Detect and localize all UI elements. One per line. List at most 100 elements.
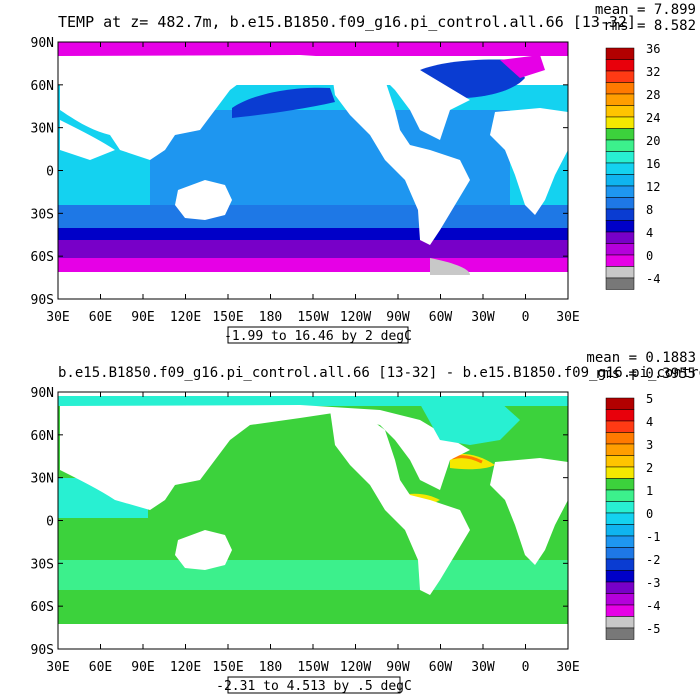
colorbar-swatch (605, 231, 635, 244)
colorbar-label: 12 (646, 180, 660, 194)
panel-bottom: b.e15.B1850.f09_g16.pi_control.all.66 [1… (31, 350, 700, 694)
panel-top-title: TEMP at z= 482.7m, b.e15.B1850.f09_g16.p… (58, 13, 636, 31)
panel-top-range-box (227, 326, 409, 344)
colorbar-swatch (605, 82, 635, 95)
colorbar-label: 8 (646, 203, 653, 217)
x-tick-label: 30E (46, 660, 69, 675)
x-tick-label: 150W (297, 310, 328, 325)
y-tick-label: 60S (31, 250, 54, 265)
x-tick-label: 120E (170, 310, 201, 325)
y-tick-label: 30N (31, 472, 54, 487)
y-tick-label: 30N (31, 122, 54, 137)
x-tick-label: 60E (89, 660, 112, 675)
colorbar-swatch (605, 547, 635, 560)
panel-bottom-mean: mean = 0.1883 (586, 350, 696, 366)
colorbar-swatch (605, 254, 635, 267)
colorbar-label: -4 (646, 272, 660, 286)
colorbar-swatch (605, 466, 635, 479)
colorbar-swatch (605, 397, 635, 410)
panel-bottom-title: b.e15.B1850.f09_g16.pi_control.all.66 [1… (58, 365, 700, 381)
colorbar-label: 32 (646, 65, 660, 79)
x-tick-label: 180 (259, 310, 282, 325)
colorbar-swatch (605, 420, 635, 433)
panel-top-y-axis: 90N 60N 30N 0 30S 60S 90S (31, 36, 568, 308)
x-tick-label: 60E (89, 310, 112, 325)
colorbar-label: -2 (646, 553, 660, 567)
colorbar-swatch (605, 616, 635, 629)
colorbar-label: 4 (646, 226, 653, 240)
x-tick-label: 90E (131, 310, 154, 325)
panel-top-rms: rms = 8.582 (603, 18, 696, 34)
y-tick-label: 60N (31, 79, 54, 94)
x-tick-label: 30E (46, 310, 69, 325)
colorbar-label: 36 (646, 42, 660, 56)
colorbar-swatch (605, 174, 635, 187)
colorbar-label: -3 (646, 576, 660, 590)
colorbar-swatch (605, 489, 635, 502)
panel-top-range-label: -1.99 to 16.46 by 2 degC (224, 329, 412, 344)
colorbar-swatch (605, 139, 635, 152)
panel-bottom-colorbar: 5 4 3 2 1 0 -1 -2 -3 -4 -5 (605, 392, 660, 640)
y-tick-label: 60N (31, 429, 54, 444)
y-tick-label: 30S (31, 207, 54, 222)
colorbar-swatch (605, 128, 635, 141)
colorbar-swatch (605, 197, 635, 210)
colorbar-label: -5 (646, 622, 660, 636)
x-tick-label: 120E (170, 660, 201, 675)
colorbar-swatch (605, 162, 635, 175)
colorbar-swatch (605, 604, 635, 617)
colorbar-swatch (605, 266, 635, 279)
y-tick-label: 0 (46, 165, 54, 180)
colorbar-swatch (605, 185, 635, 198)
colorbar-swatch (605, 512, 635, 525)
panel-bottom-range-box (227, 676, 401, 694)
colorbar-label: 0 (646, 507, 653, 521)
panel-top-x-axis: 30E 60E 90E 120E 150E 180 150W 120W 90W 60W 30W 0 30… (46, 42, 580, 325)
colorbar-label: -4 (646, 599, 660, 613)
colorbar-swatch (605, 409, 635, 422)
colorbar-swatch (605, 59, 635, 72)
colorbar-swatch (605, 93, 635, 106)
colorbar-swatch (605, 501, 635, 514)
colorbar-label: 3 (646, 438, 653, 452)
colorbar-label: 28 (646, 88, 660, 102)
colorbar-swatch (605, 47, 635, 60)
x-tick-label: 30W (471, 660, 495, 675)
colorbar-swatch (605, 581, 635, 594)
colorbar-swatch (605, 558, 635, 571)
x-tick-label: 90W (386, 660, 410, 675)
x-tick-label: 30E (556, 310, 579, 325)
panel-bottom-map (58, 392, 568, 649)
colorbar-label: -1 (646, 530, 660, 544)
colorbar-swatch (605, 243, 635, 256)
colorbar-swatch (605, 478, 635, 491)
x-tick-label: 0 (522, 310, 530, 325)
panel-bottom-rms: rms = 0.3955 (595, 366, 696, 382)
x-tick-label: 180 (259, 660, 282, 675)
panel-bottom-x-axis: 30E 60E 90E 120E 150E 180 150W 120W 90W 60W 30W 0 30… (46, 392, 580, 675)
colorbar-label: 24 (646, 111, 660, 125)
x-tick-label: 150E (212, 310, 243, 325)
colorbar-swatch (605, 535, 635, 548)
x-tick-label: 120W (340, 660, 371, 675)
colorbar-swatch (605, 432, 635, 445)
panel-top: TEMP at z= 482.7m, b.e15.B1850.f09_g16.p… (31, 2, 696, 344)
x-tick-label: 120W (340, 310, 371, 325)
colorbar-swatch (605, 570, 635, 583)
panel-top-mean: mean = 7.899 (595, 2, 696, 18)
colorbar-label: 0 (646, 249, 653, 263)
x-tick-label: 150W (297, 660, 328, 675)
colorbar-swatch (605, 524, 635, 537)
x-tick-label: 30E (556, 660, 579, 675)
y-tick-label: 90N (31, 386, 54, 401)
colorbar-label: 4 (646, 415, 653, 429)
x-tick-label: 150E (212, 660, 243, 675)
y-tick-label: 60S (31, 600, 54, 615)
colorbar-swatch (605, 105, 635, 118)
colorbar-swatch (605, 220, 635, 233)
y-tick-label: 90N (31, 36, 54, 51)
colorbar-swatch (605, 70, 635, 83)
colorbar-swatch (605, 116, 635, 129)
colorbar-swatch (605, 627, 635, 640)
